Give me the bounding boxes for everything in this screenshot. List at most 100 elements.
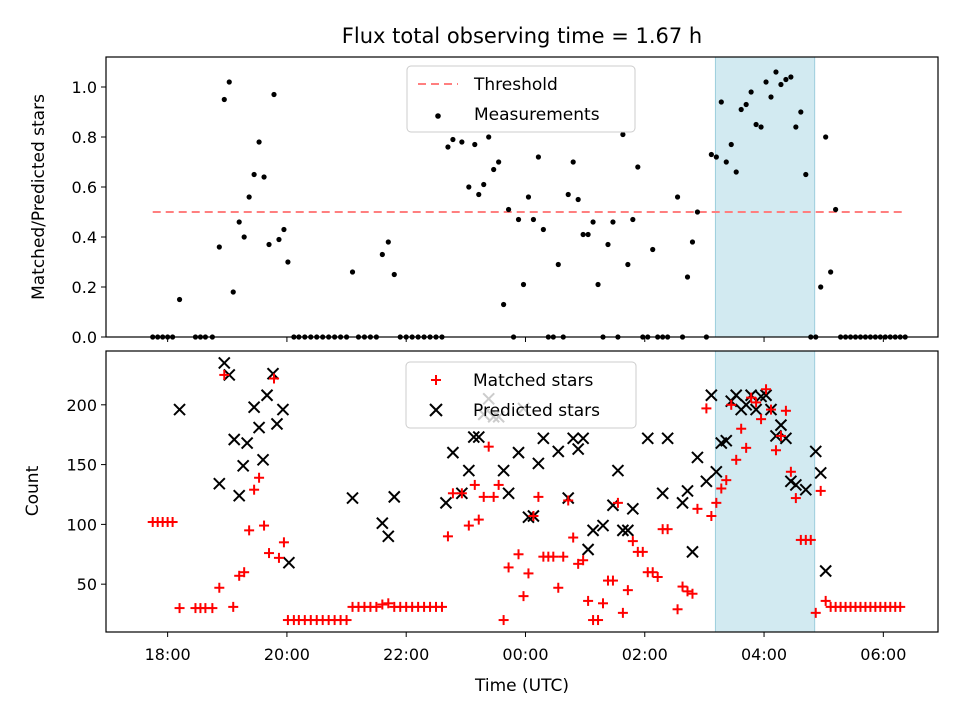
predicted-star-point — [388, 490, 401, 504]
predicted-star-point — [462, 464, 476, 477]
matched-star-point — [701, 403, 712, 414]
matched-star-point — [377, 599, 388, 610]
matched-star-point — [682, 586, 693, 597]
measurement-point — [505, 206, 512, 213]
predicted-star-point — [681, 484, 694, 498]
matched-star-point — [528, 511, 539, 522]
predicted-star-point — [789, 478, 803, 492]
matched-star-point — [637, 546, 648, 557]
predicted-star-point — [814, 466, 827, 480]
measurement-point — [565, 191, 571, 198]
measurement-point — [496, 159, 502, 165]
matched-star-point — [371, 601, 382, 612]
top-axes-frame — [105, 56, 939, 338]
measurement-point — [472, 141, 478, 148]
measurement-point — [630, 216, 636, 223]
predicted-star-point — [382, 530, 395, 543]
matched-star-point — [741, 442, 752, 453]
y-tick-label: 100 — [66, 515, 97, 534]
predicted-star-point — [252, 421, 266, 434]
measurement-point — [689, 239, 696, 245]
top-panel: 0.0 0.2 0.4 0.6 0.8 1.0 Matched/Predicted sta… — [29, 56, 939, 347]
measurement-point — [486, 134, 492, 140]
x-tick-label: 22:00 — [383, 645, 429, 664]
measurement-point — [595, 281, 601, 288]
matched-star-point — [259, 520, 270, 531]
predicted-star-point — [621, 524, 635, 537]
measurement-point — [261, 174, 267, 180]
matched-star-point — [627, 536, 638, 547]
measurement-point — [708, 151, 714, 158]
matched-star-point — [249, 484, 260, 495]
matched-star-point — [578, 555, 589, 566]
measurement-point — [803, 171, 809, 178]
predicted-star-point — [467, 430, 480, 444]
measurement-point — [525, 194, 532, 200]
measurement-point — [570, 159, 576, 165]
measurement-point — [450, 136, 456, 143]
predicted-star-point — [276, 403, 290, 416]
predicted-star-point — [256, 453, 270, 467]
matched-star-point — [775, 430, 786, 441]
predicted-star-point — [720, 434, 733, 447]
measurement-point — [818, 284, 824, 290]
measurement-point — [266, 241, 272, 248]
measurement-point — [778, 81, 784, 88]
measurement-point — [713, 154, 719, 160]
predicted-star-point — [606, 499, 620, 512]
y-tick-label: 150 — [66, 456, 97, 475]
bottom-y-axis-label: Count — [23, 465, 43, 516]
measurement-point — [610, 219, 616, 225]
measurement-point — [758, 124, 764, 130]
measurement-point — [385, 239, 391, 245]
predicted-star-point — [537, 432, 550, 445]
measurement-point — [501, 301, 507, 308]
matched-star-point — [488, 491, 499, 502]
predicted-star-point — [213, 477, 226, 490]
matched-star-point — [766, 404, 777, 415]
predicted-star-point — [596, 519, 610, 532]
measurement-point — [515, 216, 522, 223]
measurement-point — [535, 154, 542, 160]
matched-star-point — [583, 595, 594, 606]
measurement-point — [793, 124, 799, 130]
measurement-point — [540, 226, 546, 233]
observing-window-span — [714, 350, 816, 633]
predicted-star-point — [676, 496, 689, 510]
measurement-point — [520, 281, 527, 288]
matched-star-point — [463, 520, 474, 531]
predicted-star-point — [566, 432, 580, 445]
matched-star-point — [503, 562, 514, 573]
matched-star-point — [456, 488, 467, 499]
predicted-star-point — [700, 475, 713, 488]
measurement-point — [783, 76, 789, 83]
top-y-axis-label: Matched/Predicted stars — [29, 94, 49, 300]
predicted-star-point — [270, 417, 284, 431]
matched-star-point — [244, 525, 255, 536]
matched-star-point — [805, 534, 816, 545]
predicted-star-point — [439, 496, 453, 510]
measurement-point — [748, 89, 754, 95]
bottom-panel: 18:00 20:00 22:00 00:00 02:00 04:00 06:00 50 10… — [23, 350, 939, 696]
predicted-star-point — [626, 502, 640, 516]
measurement-point — [575, 196, 581, 203]
predicted-star-point — [240, 436, 254, 450]
predicted-star-point — [576, 432, 590, 445]
matched-star-point — [558, 551, 569, 562]
matched-star-point — [770, 445, 781, 456]
measurement-point — [823, 134, 829, 140]
matched-star-point — [207, 603, 218, 614]
x-tick-label: 06:00 — [860, 645, 906, 664]
predicted-star-point — [247, 400, 261, 414]
predicted-star-point — [282, 556, 296, 569]
measurement-point — [788, 74, 794, 80]
predicted-star-point — [809, 445, 822, 458]
measurement-point — [466, 184, 472, 190]
x-tick-label: 20:00 — [264, 645, 310, 664]
measurement-point — [620, 131, 626, 138]
matched-star-point — [711, 497, 722, 508]
predicted-star-point — [656, 487, 669, 500]
legend-predicted-swatch — [429, 403, 443, 417]
matched-star-point — [756, 414, 767, 425]
y-tick-label: 200 — [66, 396, 97, 415]
